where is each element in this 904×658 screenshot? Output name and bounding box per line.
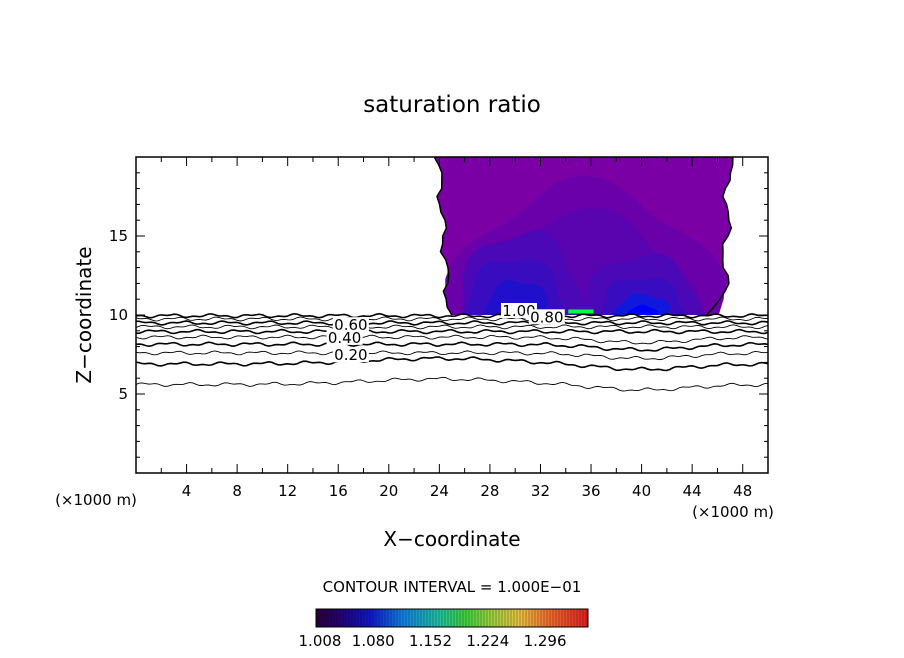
contour-line (136, 328, 768, 335)
contour-lines (136, 312, 768, 392)
x-tick-label: 32 (531, 482, 550, 500)
x-tick-label: 44 (683, 482, 702, 500)
colorbar-labels: 1.008 1.080 1.152 1.224 1.296 (299, 632, 567, 650)
colorbar-gradient (315, 608, 589, 628)
x-axis-ticks: 4 8 12 16 20 24 28 32 36 40 44 48 (160, 157, 752, 500)
contour-line (136, 350, 768, 361)
y-tick-label: 5 (118, 385, 128, 403)
contour-interval-label: CONTOUR INTERVAL = 1.000E−01 (323, 578, 582, 596)
contour-line (136, 356, 768, 372)
chart-title: saturation ratio (363, 92, 541, 118)
y-tick-label: 15 (109, 227, 128, 245)
contour-label: 0.40 (328, 329, 361, 347)
contour-label-bg (500, 303, 537, 318)
contour-label: 0.80 (530, 308, 563, 326)
contour-line (136, 316, 768, 322)
region-right-edge (706, 157, 734, 316)
x-tick-label: 12 (278, 482, 297, 500)
x-tick-label: 48 (733, 482, 752, 500)
contour-label-bg (528, 309, 565, 325)
region-left-edge (433, 157, 453, 316)
contour-label-bg (326, 329, 363, 345)
x-tick-label: 36 (581, 482, 600, 500)
x-tick-label: 24 (430, 482, 449, 500)
colorbar-label: 1.152 (409, 632, 452, 650)
highlight-green-strip (568, 309, 594, 314)
y-axis-label: Z−coordinate (72, 246, 96, 383)
colorbar-label: 1.296 (524, 632, 567, 650)
contour-line (136, 376, 768, 392)
contour-label-bg (332, 347, 369, 363)
colorbar-label: 1.008 (299, 632, 342, 650)
contour-label: 0.60 (334, 316, 367, 334)
x-tick-label: 28 (480, 482, 499, 500)
x-tick-label: 20 (379, 482, 398, 500)
colorbar: 1.008 1.080 1.152 1.224 1.296 (299, 608, 589, 650)
supersaturation-fill (433, 157, 734, 316)
colorbar-label: 1.080 (352, 632, 395, 650)
x-tick-label: 40 (632, 482, 651, 500)
contour-line (136, 312, 768, 319)
x-tick-label: 4 (182, 482, 192, 500)
contour-label: 0.20 (334, 346, 367, 364)
x-axis-label: X−coordinate (383, 527, 520, 551)
contour-line (136, 324, 768, 330)
x-unit-right: (×1000 m) (692, 503, 774, 521)
contour-line (136, 320, 768, 326)
contour-line-labels: 0.600.400.20 1.000.80 (326, 302, 565, 364)
contour-label-bg (332, 317, 369, 333)
x-unit-left: (×1000 m) (55, 491, 137, 509)
x-tick-label: 16 (329, 482, 348, 500)
y-axis-ticks: 5 10 15 (109, 172, 768, 458)
x-tick-label: 8 (232, 482, 242, 500)
contour-label: 1.00 (502, 302, 535, 320)
colorbar-label: 1.224 (466, 632, 509, 650)
plot-area (136, 157, 768, 392)
y-tick-label: 10 (109, 306, 128, 324)
colorbar-stripes (318, 609, 587, 627)
contour-line (136, 334, 768, 345)
fill-band (626, 304, 659, 315)
contour-line (136, 341, 768, 352)
